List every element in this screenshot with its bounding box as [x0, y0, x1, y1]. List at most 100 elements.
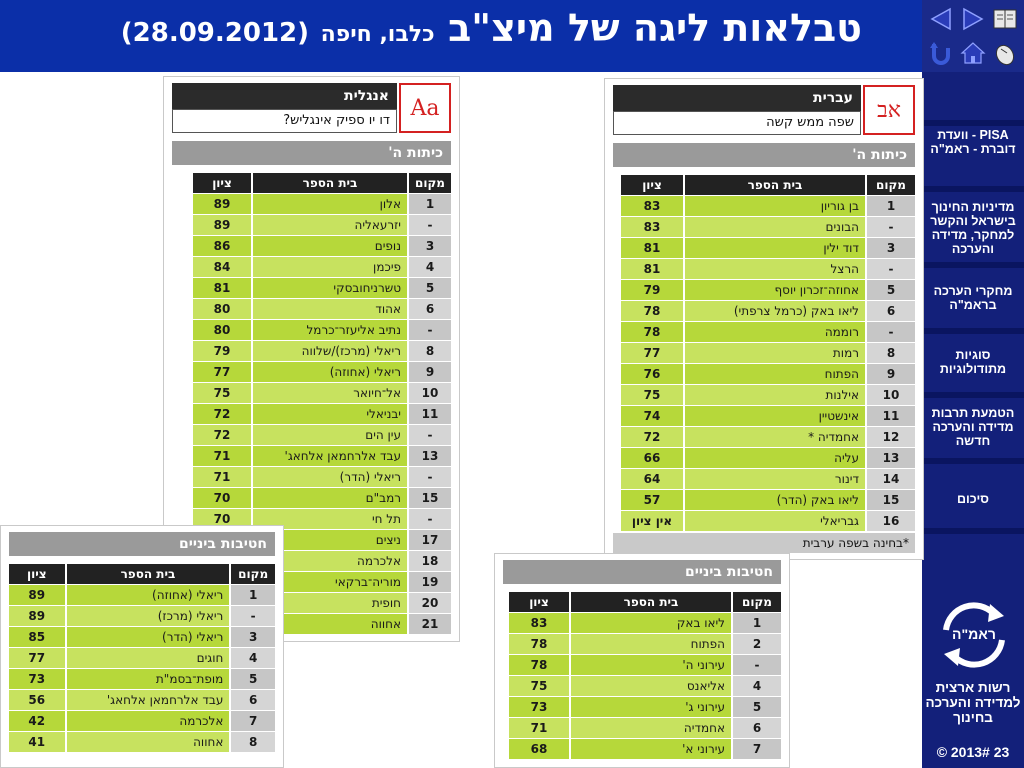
sidebar-item-research[interactable]: מחקרי הערכה בראמ"ה	[933, 284, 1013, 312]
school-cell: הרצל	[685, 259, 865, 279]
score-cell: 79	[193, 341, 251, 361]
book-icon[interactable]	[990, 4, 1020, 34]
school-cell: ליאו באק	[571, 613, 731, 633]
school-cell: אלכרמה	[253, 551, 407, 571]
table-row: 13 עבד אלרחמאן אלחאג' 71	[172, 445, 451, 466]
sidebar-item-summary[interactable]: סיכום	[957, 492, 989, 506]
school-cell: אלון	[253, 194, 407, 214]
school-cell: גבריאלי	[685, 511, 865, 531]
table-header: מקום בית הספר ציון	[503, 592, 781, 612]
col-header-school: בית הספר	[253, 173, 407, 193]
rank-cell: 8	[867, 343, 915, 363]
sidebar-item-pisa[interactable]: PISA - וועדת דוברת - ראמ"ה	[930, 128, 1016, 156]
rank-cell: 20	[409, 593, 451, 613]
table-row: - ריאלי (הדר) 71	[172, 466, 451, 487]
score-cell: 80	[193, 299, 251, 319]
score-cell: 76	[621, 364, 683, 384]
recycle-arrows-icon	[943, 602, 1005, 668]
home-icon[interactable]	[958, 38, 988, 68]
league-table: מקום בית הספר ציון 1 בן גוריון 83- הבונים 83 3 דו…	[613, 175, 915, 531]
col-header-rank: מקום	[733, 592, 781, 612]
score-cell: 57	[621, 490, 683, 510]
school-cell: עליה	[685, 448, 865, 468]
table-row: - נתיב אליעזר־כרמל 80	[172, 319, 451, 340]
subject-name: עברית	[613, 85, 861, 111]
rank-cell: 1	[733, 613, 781, 633]
table-row: 4 אליאנס 75	[503, 675, 781, 696]
rank-cell: 5	[867, 280, 915, 300]
rank-cell: 15	[409, 488, 451, 508]
col-header-school: בית הספר	[571, 592, 731, 612]
rank-cell: 5	[733, 697, 781, 717]
score-cell: 74	[621, 406, 683, 426]
table-header: מקום בית הספר ציון	[172, 173, 451, 193]
mouse-icon[interactable]	[990, 38, 1020, 68]
score-cell: 77	[9, 648, 65, 668]
return-icon[interactable]	[926, 38, 956, 68]
school-cell: ליאו באק (כרמל צרפתי)	[685, 301, 865, 321]
subject-header: Aa אנגלית דו יו ספיק אינגליש?	[172, 83, 451, 133]
rank-cell: 19	[409, 572, 451, 592]
school-cell: אינשטיין	[685, 406, 865, 426]
table-row: 13 עליה 66	[613, 447, 915, 468]
school-cell: מופת־בסמ"ת	[66, 669, 230, 689]
table-row: 3 ריאלי (הדר) 85	[9, 626, 275, 647]
table-row: 1 ליאו באק 83	[503, 612, 781, 633]
school-cell: אל־חיואר	[253, 383, 407, 403]
table-row: 8 רמות 77	[613, 342, 915, 363]
rank-cell: 13	[867, 448, 915, 468]
slide-header: טבלאות ליגה של מיצ"ב כלבו, חיפה (28.09.2…	[0, 0, 922, 72]
col-header-rank: מקום	[409, 173, 451, 193]
score-cell: 84	[193, 257, 251, 277]
league-table: מקום בית הספר ציון 1 ליאו באק 83 2 הפתוח 78- עירו…	[503, 592, 781, 759]
sidebar: PISA - וועדת דוברת - ראמ"ה מדיניות החינו…	[922, 0, 1024, 768]
score-cell: 56	[9, 690, 65, 710]
table-row: 15 ליאו באק (הדר) 57	[613, 489, 915, 510]
score-cell: 71	[193, 446, 251, 466]
table-row: - הבונים 83	[613, 216, 915, 237]
table-row: 5 טשרניחובסקי 81	[172, 277, 451, 298]
grade-label: כיתות ה'	[613, 143, 915, 167]
score-cell: 71	[193, 467, 251, 487]
grade-label: חטיבות ביניים	[503, 560, 781, 584]
school-cell: פיכמן	[253, 257, 407, 277]
score-cell: 77	[621, 343, 683, 363]
school-cell: אליאנס	[571, 676, 731, 696]
table-row: 6 ליאו באק (כרמל צרפתי) 78	[613, 300, 915, 321]
score-cell: 81	[621, 259, 683, 279]
school-cell: טשרניחובסקי	[253, 278, 407, 298]
sidebar-separator	[922, 262, 1024, 268]
rank-cell: 21	[409, 614, 451, 634]
rank-cell: 6	[733, 718, 781, 738]
school-cell: אחמדיה	[571, 718, 731, 738]
sidebar-item-culture[interactable]: הטמעת תרבות מדידה והערכה חדשה	[931, 406, 1015, 448]
league-table: מקום בית הספר ציון 1 ריאלי (אחוזה) 89- ריאלי (…	[9, 564, 275, 752]
rank-cell: 5	[409, 278, 451, 298]
sidebar-separator	[922, 392, 1024, 398]
col-header-rank: מקום	[231, 564, 275, 584]
score-cell: 73	[509, 697, 569, 717]
rank-cell: 4	[409, 257, 451, 277]
rank-cell: 1	[231, 585, 275, 605]
score-cell: 83	[621, 196, 683, 216]
rank-cell: -	[733, 655, 781, 675]
table-row: 7 אלכרמה 42	[9, 710, 275, 731]
table-row: 8 ריאלי (מרכז)/שלווה 79	[172, 340, 451, 361]
sidebar-separator	[922, 458, 1024, 464]
sidebar-item-methodology[interactable]: סוגיות מתודולוגיות	[939, 348, 1007, 376]
table-row: 11 אינשטיין 74	[613, 405, 915, 426]
forward-arrow-icon[interactable]	[958, 4, 988, 34]
table-row: 7 עירוני א' 68	[503, 738, 781, 759]
table-row: - תל חי 70	[172, 508, 451, 529]
back-arrow-icon[interactable]	[926, 4, 956, 34]
table-row: 15 רמב"ם 70	[172, 487, 451, 508]
hebrew-panel: אב עברית שפה ממש קשה כיתות ה' מקום בית הס…	[604, 78, 924, 560]
school-cell: עבד אלרחמאן אלחאג'	[66, 690, 230, 710]
school-cell: אחווה	[253, 614, 407, 634]
title-date: (28.09.2012)	[120, 18, 310, 48]
school-cell: ריאלי (אחוזה)	[253, 362, 407, 382]
rank-cell: -	[409, 215, 451, 235]
table-row: 6 אהוד 80	[172, 298, 451, 319]
school-cell: אהוד	[253, 299, 407, 319]
sidebar-item-policy[interactable]: מדיניות החינוך בישראל והקשר למחקר, מדידה…	[930, 200, 1016, 256]
